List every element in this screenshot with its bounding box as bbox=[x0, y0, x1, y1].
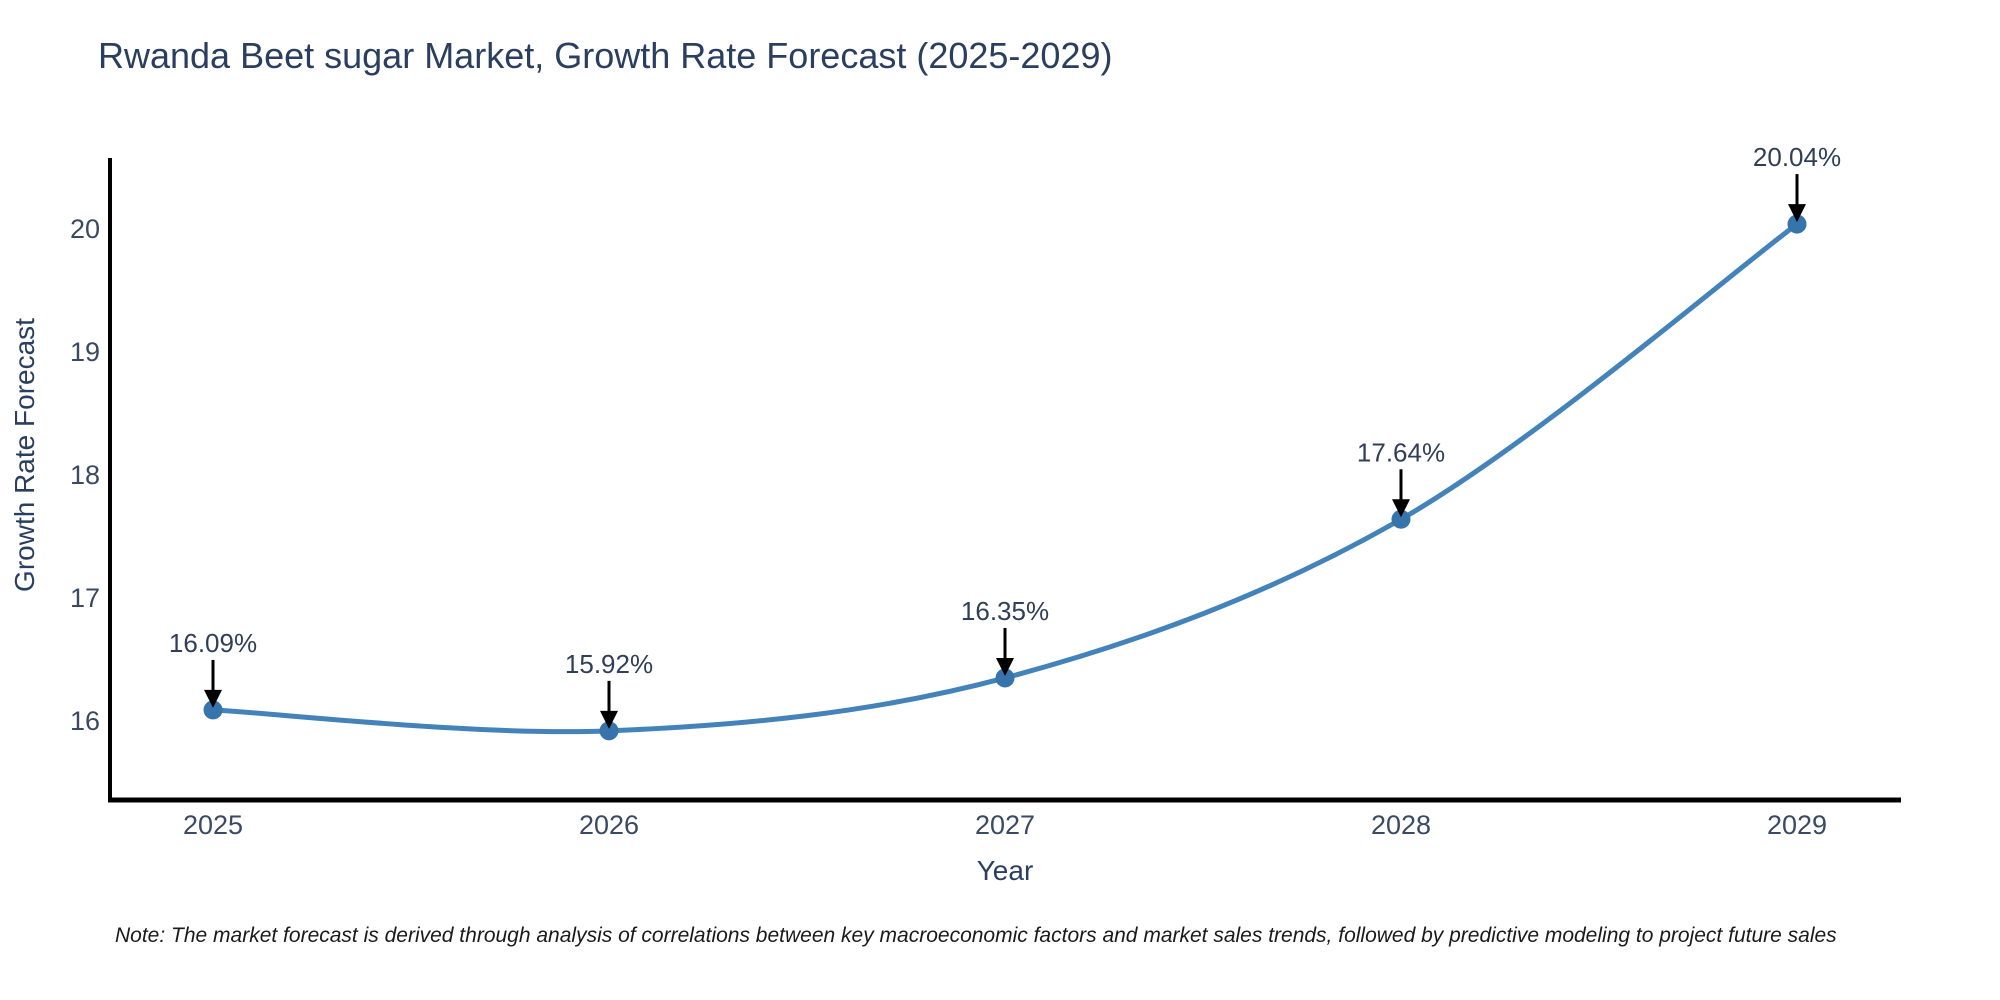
x-axis-title: Year bbox=[977, 855, 1034, 886]
y-axis-tick-labels: 16 17 18 19 20 bbox=[70, 214, 100, 736]
annotation-arrowhead-icon bbox=[204, 689, 222, 708]
point-value-label: 16.09% bbox=[169, 628, 257, 658]
point-annotation: 16.09% bbox=[169, 628, 257, 708]
point-annotation: 16.35% bbox=[961, 596, 1049, 676]
data-point[interactable] bbox=[599, 721, 619, 741]
annotation-arrowhead-icon bbox=[1392, 499, 1410, 518]
point-annotation: 15.92% bbox=[565, 649, 653, 729]
annotation-arrowhead-icon bbox=[1788, 204, 1806, 223]
y-tick-label: 18 bbox=[70, 460, 100, 490]
footnote: Note: The market forecast is derived thr… bbox=[115, 924, 1837, 947]
point-value-label: 20.04% bbox=[1753, 142, 1841, 172]
y-axis-title: Growth Rate Forecast bbox=[9, 318, 40, 592]
annotation-arrowhead-icon bbox=[996, 657, 1014, 676]
point-value-label: 17.64% bbox=[1357, 437, 1445, 467]
x-tick-label: 2025 bbox=[183, 810, 243, 840]
y-tick-label: 16 bbox=[70, 706, 100, 736]
point-annotation: 17.64% bbox=[1357, 437, 1445, 518]
y-tick-label: 19 bbox=[70, 337, 100, 367]
data-point[interactable] bbox=[995, 668, 1015, 688]
series-line[interactable] bbox=[210, 221, 1800, 735]
point-annotation: 20.04% bbox=[1753, 142, 1841, 223]
x-tick-label: 2026 bbox=[579, 810, 639, 840]
x-tick-label: 2028 bbox=[1371, 810, 1431, 840]
point-value-label: 15.92% bbox=[565, 649, 653, 679]
data-point[interactable] bbox=[203, 700, 223, 720]
y-tick-label: 20 bbox=[70, 214, 100, 244]
annotation-arrowhead-icon bbox=[600, 710, 618, 729]
x-tick-label: 2027 bbox=[975, 810, 1035, 840]
data-point[interactable] bbox=[1787, 214, 1807, 234]
data-point-markers bbox=[203, 214, 1807, 741]
point-annotations: 16.09% 15.92% 16.35% 17.64% 20.04% bbox=[169, 142, 1841, 729]
chart-title: Rwanda Beet sugar Market, Growth Rate Fo… bbox=[98, 35, 1113, 76]
data-point[interactable] bbox=[1391, 509, 1411, 529]
x-axis-tick-labels: 2025 2026 2027 2028 2029 bbox=[183, 810, 1827, 840]
y-tick-label: 17 bbox=[70, 583, 100, 613]
x-tick-label: 2029 bbox=[1767, 810, 1827, 840]
point-value-label: 16.35% bbox=[961, 596, 1049, 626]
